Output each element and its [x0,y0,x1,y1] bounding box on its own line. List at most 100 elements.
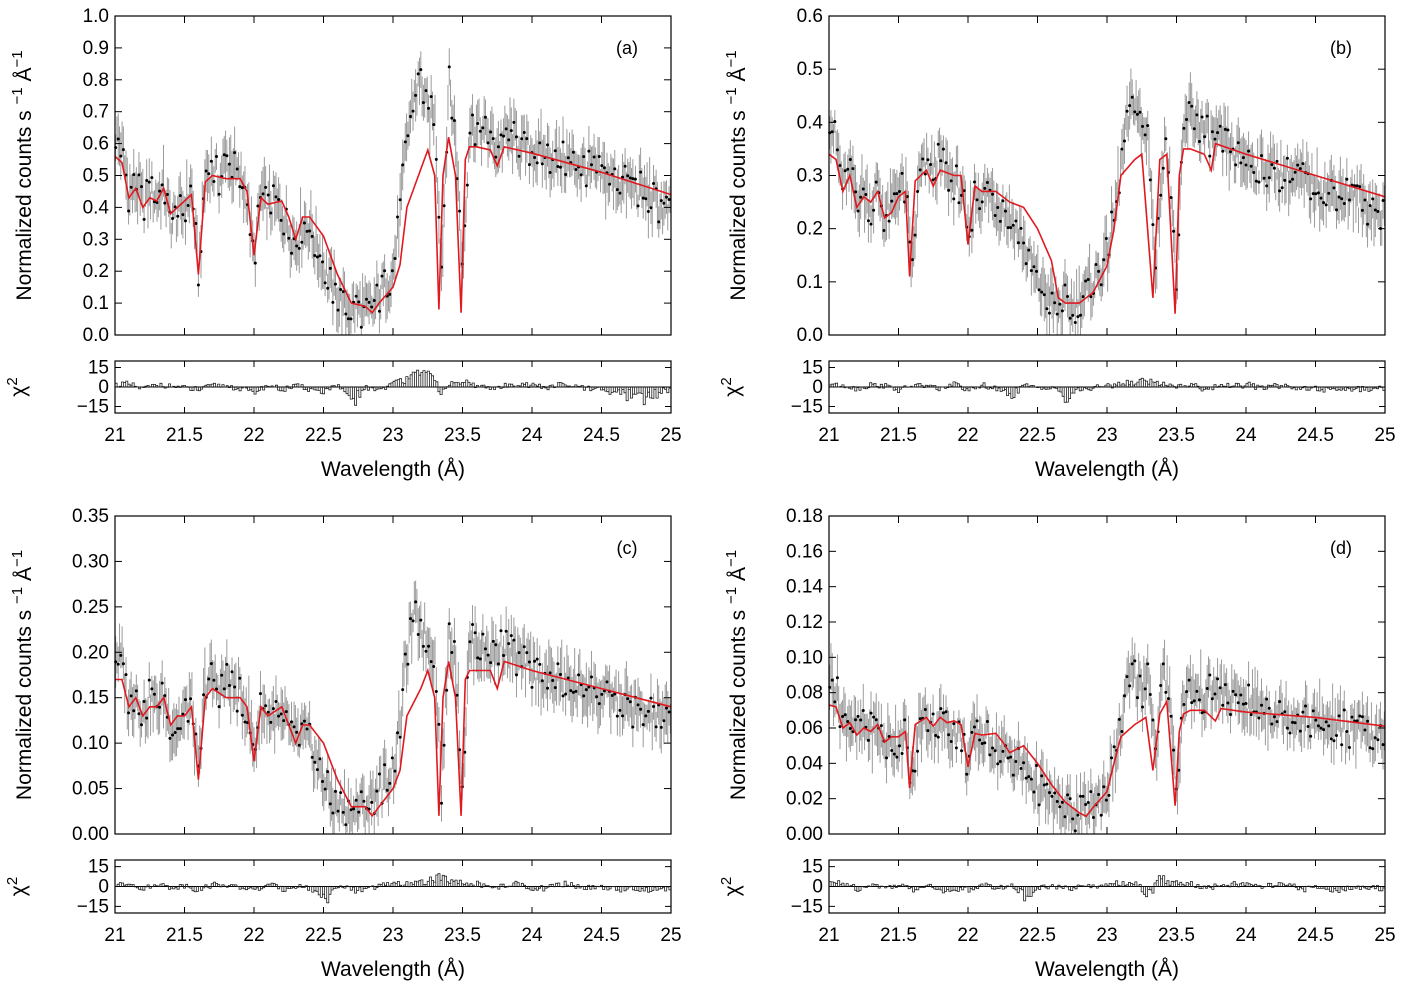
data-point [608,182,612,186]
data-point [931,712,935,716]
data-point [1329,737,1333,741]
data-point [238,676,242,680]
model-line [828,142,1386,314]
data-point [1045,307,1049,311]
data-point [152,692,156,696]
data-point [321,260,325,264]
data-point [471,622,475,626]
data-point [393,256,397,260]
data-point [978,738,982,742]
data-point [1208,673,1212,677]
data-point [1345,729,1349,733]
data-point [947,188,951,192]
data-point [854,190,858,194]
data-point [269,211,273,215]
data-point [437,215,441,219]
data-point [527,660,531,664]
data-point [137,712,141,716]
data-point [489,130,493,134]
data-point [1283,710,1287,714]
x-tick-label: 24 [521,425,543,446]
data-point [1159,684,1163,688]
data-point [401,163,405,167]
data-point [1029,777,1033,781]
data-point [1097,792,1101,796]
data-point [408,617,412,621]
data-point [1094,263,1098,267]
data-point [1200,711,1204,715]
y-tick-label: 0.30 [72,551,109,572]
data-point [613,167,617,171]
x-axis-label: Wavelength (Å) [1035,958,1179,981]
data-point [918,717,922,721]
data-point [1084,279,1088,283]
data-point [649,206,653,210]
data-point [1117,717,1121,721]
data-point [414,93,418,97]
data-point [846,167,850,171]
data-point [264,185,268,189]
data-point [181,712,185,716]
data-point [158,189,162,193]
data-point [1014,219,1018,223]
data-point [243,720,247,724]
data-point [496,662,500,666]
data-points [828,659,1385,833]
data-point [295,730,299,734]
data-point [116,137,120,141]
data-point [520,137,524,141]
data-point [1221,149,1225,153]
data-point [1169,195,1173,199]
data-point [222,687,226,691]
data-point [388,781,392,785]
data-point [1270,722,1274,726]
data-point [535,161,539,165]
data-point [1047,791,1051,795]
data-point [481,126,485,130]
data-point [548,171,552,175]
data-point [336,809,340,813]
data-point [1322,201,1326,205]
data-point [1027,248,1031,252]
data-point [1099,283,1103,287]
data-point [895,755,899,759]
data-point [1368,746,1372,750]
data-point [207,172,211,176]
data-point [217,192,221,196]
data-point [1234,693,1238,697]
data-point [310,234,314,238]
data-point [176,727,180,731]
data-point [1327,724,1331,728]
data-point [468,640,472,644]
data-point [429,660,433,664]
data-point [1081,794,1085,798]
data-point [1355,719,1359,723]
data-point [1311,192,1315,196]
data-point [830,678,834,682]
data-point [140,185,144,189]
data-point [939,707,943,711]
data-point [277,714,281,718]
residual-y-tick-label: 15 [88,358,109,379]
data-point [403,652,407,656]
data-point [333,282,337,286]
data-point [465,183,469,187]
x-tick-label: 23 [382,925,403,946]
data-point [641,723,645,727]
data-point [1068,316,1072,320]
data-point [1270,163,1274,167]
data-point [315,768,319,772]
data-point [390,269,394,273]
data-point [874,180,878,184]
data-point [1285,156,1289,160]
data-point [1076,315,1080,319]
data-point [398,198,402,202]
data-point [558,165,562,169]
data-point [341,810,345,814]
data-point [957,201,961,205]
data-point [1252,170,1256,174]
data-point [1009,755,1013,759]
data-point [142,699,146,703]
data-point [1045,782,1049,786]
data-point [1050,794,1054,798]
